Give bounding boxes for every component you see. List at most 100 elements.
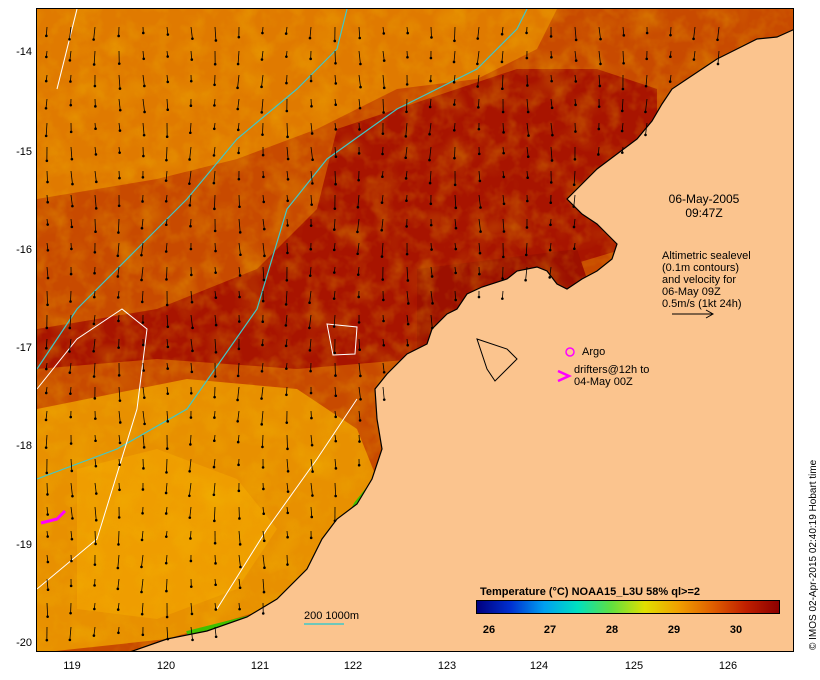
velocity-vector-head <box>70 247 73 251</box>
velocity-vector-head <box>92 322 96 326</box>
lat-tick-label: -18 <box>16 440 32 452</box>
velocity-vector-head <box>117 346 120 349</box>
velocity-vector-head <box>381 175 384 178</box>
velocity-vector-head <box>260 397 263 400</box>
velocity-vector-head <box>68 38 71 41</box>
velocity-vector-head <box>93 250 97 254</box>
velocity-vector-head <box>356 252 359 256</box>
velocity-vector-head <box>213 375 217 378</box>
velocity-vector-head <box>214 608 218 611</box>
velocity-vector-head <box>524 278 527 282</box>
velocity-vector-head <box>526 155 530 159</box>
velocity-vector-head <box>382 86 386 90</box>
velocity-vector-head <box>430 275 434 278</box>
velocity-vector-head <box>189 559 193 563</box>
velocity-vector <box>141 266 144 281</box>
velocity-vector-head <box>262 487 265 491</box>
velocity-vector-head <box>92 38 95 41</box>
velocity-vector <box>93 626 96 636</box>
velocity-vector-head <box>382 59 386 62</box>
velocity-vector <box>46 602 49 617</box>
velocity-vector <box>93 338 96 352</box>
velocity-vector-head <box>405 252 409 256</box>
velocity-vector-head <box>212 127 216 131</box>
velocity-vector-head <box>549 223 552 227</box>
sealevel-contour-2 <box>326 323 358 356</box>
velocity-vector-head <box>357 295 361 299</box>
velocity-vector-head <box>502 151 505 155</box>
velocity-vector-head <box>382 343 386 347</box>
drifters-line: drifters@12h to <box>574 364 650 376</box>
velocity-vector-head <box>262 512 266 516</box>
velocity-vector-head <box>189 104 193 108</box>
velocity-vector-head <box>476 85 479 88</box>
velocity-vector <box>262 266 265 280</box>
velocity-vector-head <box>404 156 407 160</box>
velocity-vector-head <box>45 346 48 350</box>
velocity-vector-head <box>117 204 121 208</box>
velocity-vector-head <box>117 543 120 546</box>
velocity-vector <box>573 170 576 185</box>
velocity-vector-head <box>406 343 410 347</box>
velocity-vector <box>69 362 72 373</box>
velocity-vector <box>166 98 169 110</box>
velocity-vector-head <box>118 176 121 180</box>
velocity-vector-head <box>669 55 672 59</box>
altimetry-line: (0.1m contours) <box>662 262 740 274</box>
velocity-vector-head <box>118 87 122 90</box>
velocity-vector-head <box>142 467 145 470</box>
velocity-vector-head <box>142 57 146 61</box>
altimetry-line: and velocity for <box>662 274 736 286</box>
velocity-vector-head <box>380 201 384 204</box>
velocity-vector-head <box>141 175 145 179</box>
velocity-vector-head <box>311 182 314 185</box>
velocity-vector-head <box>454 226 458 230</box>
velocity-vector-head <box>141 321 145 324</box>
velocity-vector-head <box>334 439 338 443</box>
velocity-vector <box>286 170 289 180</box>
velocity-vector <box>188 482 192 496</box>
velocity-vector <box>190 338 193 351</box>
velocity-scale-arrow <box>672 309 715 319</box>
velocity-vector-head <box>380 255 384 258</box>
velocity-vector-head <box>332 297 336 300</box>
velocity-vector <box>621 122 624 132</box>
velocity-vector-head <box>214 249 217 253</box>
velocity-vector-head <box>190 58 194 61</box>
velocity-vector-head <box>359 62 362 66</box>
velocity-vector-head <box>45 471 49 475</box>
velocity-vector-head <box>214 296 218 299</box>
velocity-vector-head <box>262 539 266 543</box>
velocity-vector-head <box>213 104 216 107</box>
velocity-vector-head <box>212 154 216 157</box>
velocity-vector-head <box>525 31 528 35</box>
drifters-line: 04-May 00Z <box>574 376 633 388</box>
velocity-vector <box>237 50 240 65</box>
velocity-vector-head <box>358 128 361 131</box>
velocity-vector-head <box>405 199 408 203</box>
velocity-vector <box>237 74 240 88</box>
velocity-vector-head <box>237 151 240 155</box>
velocity-vector-head <box>477 127 481 131</box>
velocity-vector <box>189 194 192 206</box>
velocity-vector <box>141 602 144 615</box>
lon-tick-label: 122 <box>343 660 363 672</box>
velocity-vector-head <box>479 206 482 209</box>
velocity-vector-head <box>69 611 72 615</box>
velocity-vector <box>334 146 337 157</box>
velocity-vector-head <box>188 469 191 473</box>
velocity-vector-head <box>70 559 73 563</box>
velocity-vector-head <box>189 585 193 588</box>
velocity-vector <box>189 458 192 472</box>
velocity-vector <box>286 458 289 472</box>
velocity-vector-head <box>310 416 313 420</box>
velocity-vector-head <box>117 231 120 234</box>
velocity-vector-head <box>359 374 362 378</box>
velocity-vector-head <box>93 607 96 611</box>
velocity-vector-head <box>117 631 120 635</box>
velocity-vector <box>117 554 120 569</box>
velocity-vector <box>45 122 48 136</box>
velocity-vector-head <box>236 86 239 90</box>
velocity-vector <box>69 26 72 40</box>
lon-tick-label: 120 <box>156 660 176 672</box>
